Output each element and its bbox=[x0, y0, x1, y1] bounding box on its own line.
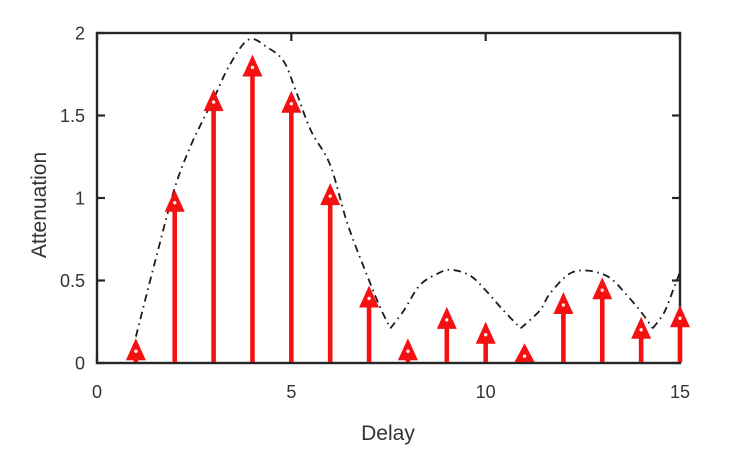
stem bbox=[125, 338, 146, 362]
stem bbox=[592, 277, 613, 362]
plot-box bbox=[95, 31, 682, 365]
envelope-segment bbox=[519, 269, 654, 330]
stem-marker-dot bbox=[561, 303, 566, 307]
stem-marker-dot bbox=[522, 354, 527, 358]
stem-marker-dot bbox=[328, 194, 332, 198]
x-tick-label: 10 bbox=[476, 382, 496, 402]
stem bbox=[281, 90, 302, 362]
stem-arrowhead-icon bbox=[436, 306, 457, 329]
stem-arrowhead-icon bbox=[592, 277, 613, 300]
stem bbox=[631, 316, 652, 362]
x-tick-label: 5 bbox=[286, 382, 296, 402]
stem bbox=[670, 305, 690, 362]
x-tick-label: 0 bbox=[92, 382, 102, 402]
stem-arrowhead-icon bbox=[320, 183, 341, 206]
envelope-segment bbox=[652, 271, 681, 329]
stem-arrowhead-icon bbox=[670, 305, 690, 328]
stem-marker-dot bbox=[289, 102, 294, 106]
envelope-segment bbox=[389, 268, 522, 330]
stem-arrowhead-icon bbox=[281, 90, 302, 113]
stem-marker-dot bbox=[445, 318, 449, 322]
stem-arrowhead-icon bbox=[631, 316, 652, 339]
stem-marker-dot bbox=[211, 100, 216, 104]
stem-marker-dot bbox=[406, 349, 410, 353]
stem-marker-dot bbox=[678, 316, 682, 320]
y-tick-label: 1.5 bbox=[60, 106, 85, 126]
stem bbox=[436, 306, 457, 362]
stem bbox=[475, 321, 496, 362]
envelope-curve bbox=[135, 38, 681, 337]
stem-arrowhead-icon bbox=[553, 292, 574, 315]
stem bbox=[203, 89, 224, 362]
stem-arrowhead-icon bbox=[359, 285, 380, 308]
tick-labels: 0 5 10 15 0 0.5 1 1.5 2 bbox=[60, 24, 690, 403]
stem-marker-dot bbox=[173, 201, 177, 205]
stem-marker-dot bbox=[483, 333, 488, 337]
stem bbox=[320, 183, 341, 362]
stem-arrowhead-icon bbox=[203, 89, 224, 112]
y-axis-label: Attenuation bbox=[28, 152, 51, 258]
axes-box bbox=[95, 31, 682, 365]
stem-marker-dot bbox=[639, 328, 643, 332]
stem-arrowhead-icon bbox=[514, 343, 535, 362]
y-tick-label: 0 bbox=[75, 354, 85, 374]
stem bbox=[553, 292, 574, 362]
stem-arrowhead-icon bbox=[125, 338, 146, 361]
stem-series bbox=[125, 54, 690, 362]
y-tick-label: 1 bbox=[75, 189, 85, 209]
y-tick-label: 0.5 bbox=[60, 271, 85, 291]
stem-arrowhead-icon bbox=[475, 321, 496, 344]
stem-arrowhead-icon bbox=[242, 54, 263, 77]
stem-marker-dot bbox=[600, 288, 604, 292]
y-tick-label: 2 bbox=[75, 24, 85, 44]
stem-marker-dot bbox=[134, 349, 138, 353]
stem bbox=[397, 338, 418, 362]
stem bbox=[359, 285, 380, 362]
x-tick-label: 15 bbox=[670, 382, 690, 402]
stem-arrowhead-icon bbox=[397, 338, 418, 361]
x-axis-label: Delay bbox=[361, 422, 415, 445]
stem bbox=[242, 54, 263, 362]
stem-marker-dot bbox=[250, 65, 255, 70]
stem bbox=[514, 343, 535, 362]
stem-marker-dot bbox=[367, 296, 371, 301]
stem bbox=[164, 189, 185, 362]
envelope-segment bbox=[135, 38, 392, 337]
stem-arrowhead-icon bbox=[164, 189, 185, 212]
